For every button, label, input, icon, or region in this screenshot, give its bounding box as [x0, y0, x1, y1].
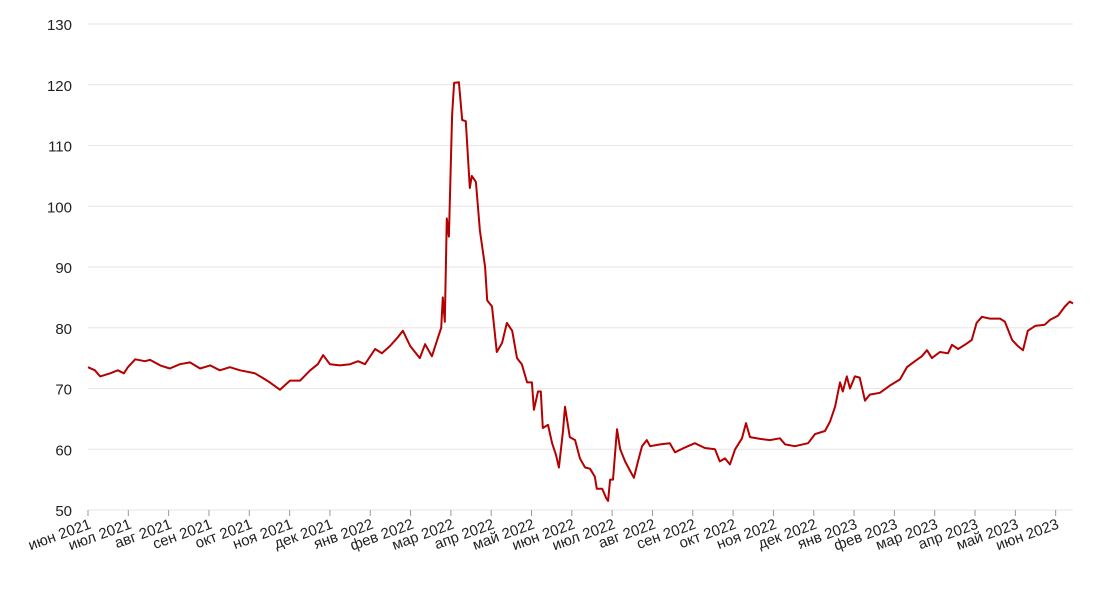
line: [87, 81, 1074, 502]
y-tick-label: 60: [55, 442, 72, 459]
y-tick-label: 110: [48, 139, 72, 156]
y-tick-label: 130: [47, 17, 72, 34]
y-tick-label: 120: [47, 78, 72, 95]
y-tick-label: 50: [55, 503, 72, 520]
y-tick-label: 70: [55, 382, 72, 399]
y-tick-label: 90: [55, 260, 72, 277]
y-tick-label: 80: [55, 321, 72, 338]
y-tick-label: 100: [47, 199, 72, 216]
